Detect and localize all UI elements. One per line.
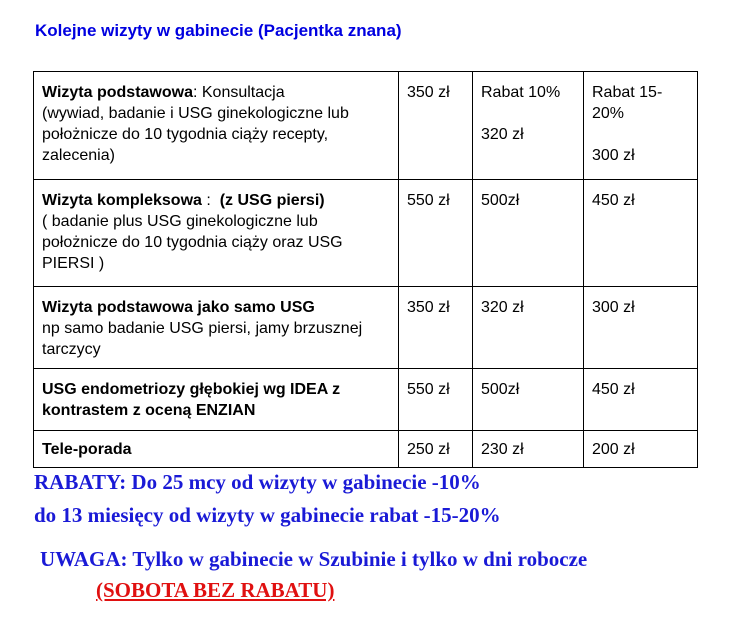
price-cell: 550 zł xyxy=(398,368,473,431)
rabat1-cell: 500zł xyxy=(472,179,584,287)
service-name-rest: : Konsultacja xyxy=(192,84,285,101)
service-cell: Wizyta podstawowa jako samo USG np samo b… xyxy=(33,286,399,369)
page-title: Kolejne wizyty w gabinecie (Pacjentka zn… xyxy=(35,21,402,40)
service-name: Wizyta kompleksowa xyxy=(42,192,202,209)
service-name: USG endometriozy głębokiej wg IDEA z kon… xyxy=(42,381,341,419)
price-cell: 350 zł xyxy=(398,71,473,180)
rabat1-label: Rabat 10% xyxy=(481,84,561,101)
rabat2-cell: 450 zł xyxy=(583,368,698,431)
service-name-rest: : xyxy=(201,192,220,209)
service-name: Wizyta podstawowa xyxy=(42,84,193,101)
service-cell: USG endometriozy głębokiej wg IDEA z kon… xyxy=(33,368,399,431)
service-name-extra: (z USG piersi) xyxy=(219,192,325,209)
price-cell: 350 zł xyxy=(398,286,473,369)
rabat2-cell: 300 zł xyxy=(583,286,698,369)
table-row: Wizyta kompleksowa : (z USG piersi) ( bad… xyxy=(33,179,698,287)
table-row: Wizyta podstawowa: Konsultacja (wywiad, b… xyxy=(33,71,698,180)
rabat2-price: 300 zł xyxy=(592,147,635,164)
table-row: Tele-porada 250 zł 230 zł 200 zł xyxy=(33,430,698,468)
rabat2-label: Rabat 15-20% xyxy=(592,84,663,122)
service-desc: (wywiad, badanie i USG ginekologiczne lu… xyxy=(42,105,349,164)
service-name: Tele-porada xyxy=(42,441,132,458)
price-cell: 550 zł xyxy=(398,179,473,287)
service-cell: Wizyta podstawowa: Konsultacja (wywiad, b… xyxy=(33,71,399,180)
rabat2-cell: 450 zł xyxy=(583,179,698,287)
table-row: Wizyta podstawowa jako samo USG np samo b… xyxy=(33,286,698,369)
rabat1-cell: 320 zł xyxy=(472,286,584,369)
discount-note-2: do 13 miesięcy od wizyty w gabinecie rab… xyxy=(34,503,501,527)
service-cell: Wizyta kompleksowa : (z USG piersi) ( bad… xyxy=(33,179,399,287)
price-cell: 250 zł xyxy=(398,430,473,468)
saturday-warning: (SOBOTA BEZ RABATU) xyxy=(96,578,335,602)
discount-note-1: RABATY: Do 25 mcy od wizyty w gabinecie … xyxy=(34,470,481,494)
service-desc: np samo badanie USG piersi, jamy brzuszn… xyxy=(42,320,363,358)
service-cell: Tele-porada xyxy=(33,430,399,468)
service-desc: ( badanie plus USG ginekologiczne lub po… xyxy=(42,213,343,272)
service-name: Wizyta podstawowa jako samo USG xyxy=(42,299,315,316)
price-table: Wizyta podstawowa: Konsultacja (wywiad, b… xyxy=(33,71,698,468)
rabat1-cell: 230 zł xyxy=(472,430,584,468)
rabat1-cell: 500zł xyxy=(472,368,584,431)
rabat2-cell: Rabat 15-20% 300 zł xyxy=(583,71,698,180)
rabat2-cell: 200 zł xyxy=(583,430,698,468)
warning-note: UWAGA: Tylko w gabinecie w Szubinie i ty… xyxy=(40,547,588,571)
table-row: USG endometriozy głębokiej wg IDEA z kon… xyxy=(33,368,698,431)
rabat1-price: 320 zł xyxy=(481,126,524,143)
rabat1-cell: Rabat 10% 320 zł xyxy=(472,71,584,180)
